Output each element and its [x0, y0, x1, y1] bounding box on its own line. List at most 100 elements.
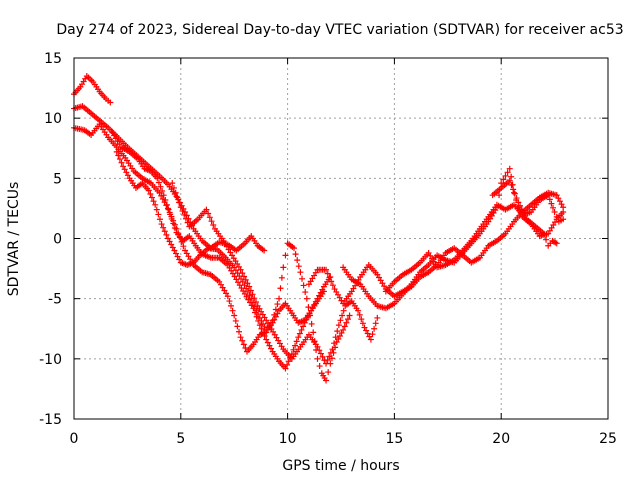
data-point-marker — [236, 328, 243, 335]
data-point-marker — [278, 274, 285, 281]
data-point-marker — [508, 182, 515, 189]
x-tick-label: 15 — [385, 431, 403, 447]
data-point-marker — [317, 289, 324, 296]
data-point-marker — [227, 302, 234, 309]
data-point-marker — [346, 312, 353, 319]
data-point-marker — [560, 216, 567, 223]
data-point-marker — [294, 257, 301, 264]
data-point-marker — [163, 201, 170, 208]
chart-title: Day 274 of 2023, Sidereal Day-to-day VTE… — [56, 22, 623, 38]
data-point-marker — [261, 332, 268, 339]
data-point-marker — [121, 166, 128, 173]
y-tick-label: 15 — [44, 51, 62, 67]
data-point-marker — [147, 190, 154, 197]
data-point-marker — [326, 274, 333, 281]
data-point-marker — [160, 224, 167, 231]
data-point-marker — [285, 358, 292, 365]
data-point-marker — [296, 330, 303, 337]
data-point-marker — [522, 212, 529, 219]
data-point-marker — [323, 377, 330, 384]
data-point-marker — [180, 243, 187, 250]
data-point-marker — [173, 193, 180, 200]
data-point-marker — [511, 190, 518, 197]
data-point-marker — [268, 345, 275, 352]
y-tick-label: 0 — [53, 232, 62, 248]
data-point-marker — [237, 334, 244, 341]
data-point-marker — [295, 263, 302, 270]
data-point-marker — [174, 253, 181, 260]
data-point-marker — [515, 199, 522, 206]
data-point-marker — [237, 266, 244, 273]
data-point-marker — [123, 169, 130, 176]
data-point-marker — [339, 312, 346, 319]
data-point-marker — [336, 332, 343, 339]
data-point-marker — [374, 314, 381, 321]
x-tick-label: 5 — [176, 431, 185, 447]
data-point-marker — [343, 319, 350, 326]
data-point-marker — [152, 201, 159, 208]
data-point-marker — [363, 327, 370, 334]
data-point-marker — [506, 177, 513, 184]
data-point-marker — [324, 270, 331, 277]
y-tick-label: -15 — [39, 412, 62, 428]
data-point-marker — [556, 198, 563, 205]
grid-lines — [74, 58, 608, 419]
data-point-marker — [316, 363, 323, 370]
data-point-marker — [292, 342, 299, 349]
data-point-marker — [331, 340, 338, 347]
y-tick-label: -10 — [39, 352, 62, 368]
data-point-marker — [292, 251, 299, 258]
x-tick-label: 10 — [279, 431, 297, 447]
data-point-marker — [239, 337, 246, 344]
data-point-marker — [340, 326, 347, 333]
data-point-marker — [508, 173, 515, 180]
data-point-marker — [261, 247, 268, 254]
data-point-marker — [242, 276, 249, 283]
data-point-marker — [206, 214, 213, 221]
series-track-4 — [109, 129, 334, 372]
data-point-marker — [317, 350, 324, 357]
data-point-marker — [229, 307, 236, 314]
data-point-marker — [167, 211, 174, 218]
data-point-marker — [120, 163, 127, 170]
data-point-marker — [314, 343, 321, 350]
data-point-marker — [258, 325, 265, 332]
data-point-marker — [323, 360, 330, 367]
data-point-marker — [239, 270, 246, 277]
x-tick-label: 20 — [492, 431, 510, 447]
data-point-marker — [241, 273, 248, 280]
series-track-1 — [71, 73, 114, 106]
data-point-marker — [302, 289, 309, 296]
data-point-marker — [337, 317, 344, 324]
data-point-marker — [307, 312, 314, 319]
data-point-marker — [369, 331, 376, 338]
data-point-marker — [160, 192, 167, 199]
series-track-9 — [382, 192, 567, 295]
data-point-marker — [356, 311, 363, 318]
data-point-marker — [504, 169, 511, 176]
data-point-marker — [282, 365, 289, 372]
data-point-marker — [300, 323, 307, 330]
data-point-marker — [311, 301, 318, 308]
data-point-marker — [558, 201, 565, 208]
data-point-marker — [124, 172, 131, 179]
data-point-marker — [249, 291, 256, 298]
data-point-marker — [555, 195, 562, 202]
data-point-marker — [171, 224, 178, 231]
data-point-marker — [246, 283, 253, 290]
data-point-marker — [520, 209, 527, 216]
data-point-marker — [174, 194, 181, 201]
y-tick-label: -5 — [48, 292, 62, 308]
data-point-marker — [177, 204, 184, 211]
data-point-marker — [153, 206, 160, 213]
data-point-marker — [297, 269, 304, 276]
data-point-marker — [308, 307, 315, 314]
data-point-marker — [272, 306, 279, 313]
data-point-marker — [518, 206, 525, 213]
data-point-marker — [316, 292, 323, 299]
data-point-marker — [274, 310, 281, 317]
data-point-marker — [113, 148, 120, 155]
data-point-marker — [553, 240, 560, 247]
data-point-marker — [546, 196, 553, 203]
data-point-marker — [372, 320, 379, 327]
